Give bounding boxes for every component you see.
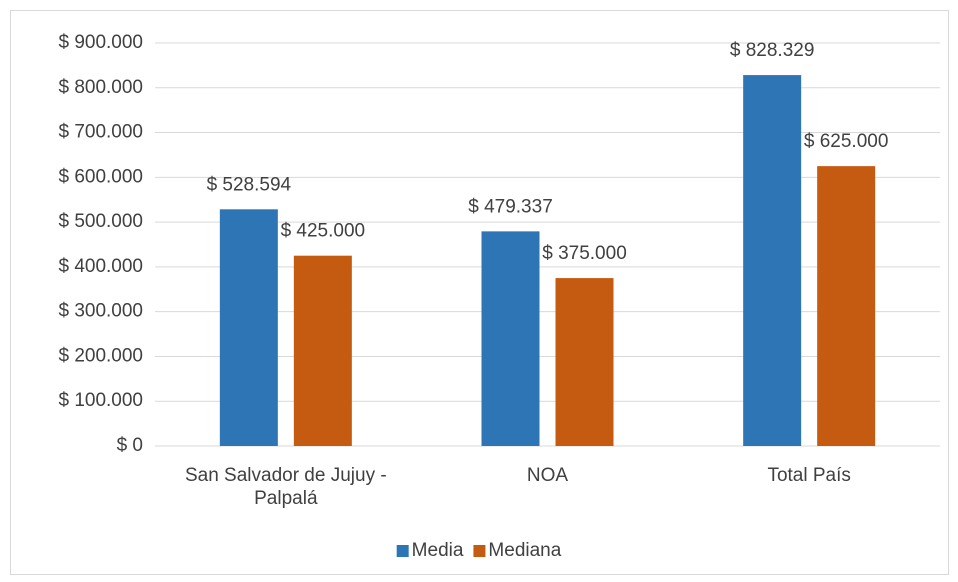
bar — [743, 75, 802, 446]
y-tick-label: $ 400.000 — [58, 256, 143, 277]
y-tick-label: $ 800.000 — [58, 77, 143, 98]
bar — [817, 166, 876, 446]
x-tick-label: San Salvador de Jujuy - Palpalá — [184, 465, 387, 509]
data-label: $ 479.337 — [468, 196, 553, 217]
legend-swatch — [396, 545, 409, 557]
legend-label: Media — [412, 540, 464, 561]
data-label: $ 625.000 — [804, 131, 889, 152]
y-tick-label: $ 0 — [117, 435, 143, 456]
bar — [219, 209, 278, 446]
legend-swatch — [473, 545, 486, 557]
y-tick-label: $ 300.000 — [58, 301, 143, 322]
data-label: $ 528.594 — [207, 174, 292, 195]
data-label: $ 425.000 — [281, 221, 366, 242]
y-tick-label: $ 900.000 — [58, 32, 143, 53]
y-tick-label: $ 700.000 — [58, 122, 143, 143]
legend-label: Mediana — [488, 540, 561, 561]
x-tick-label: NOA — [526, 465, 569, 486]
y-tick-label: $ 600.000 — [58, 166, 143, 187]
bar — [293, 255, 352, 446]
data-label: $ 828.329 — [730, 40, 815, 61]
bar — [481, 231, 540, 446]
data-label: $ 375.000 — [542, 243, 627, 264]
chart-border — [10, 10, 949, 575]
bar — [555, 278, 614, 446]
x-tick-label: Total País — [767, 465, 851, 486]
y-tick-label: $ 200.000 — [58, 345, 143, 366]
y-tick-label: $ 100.000 — [58, 390, 143, 411]
y-tick-label: $ 500.000 — [58, 211, 143, 232]
